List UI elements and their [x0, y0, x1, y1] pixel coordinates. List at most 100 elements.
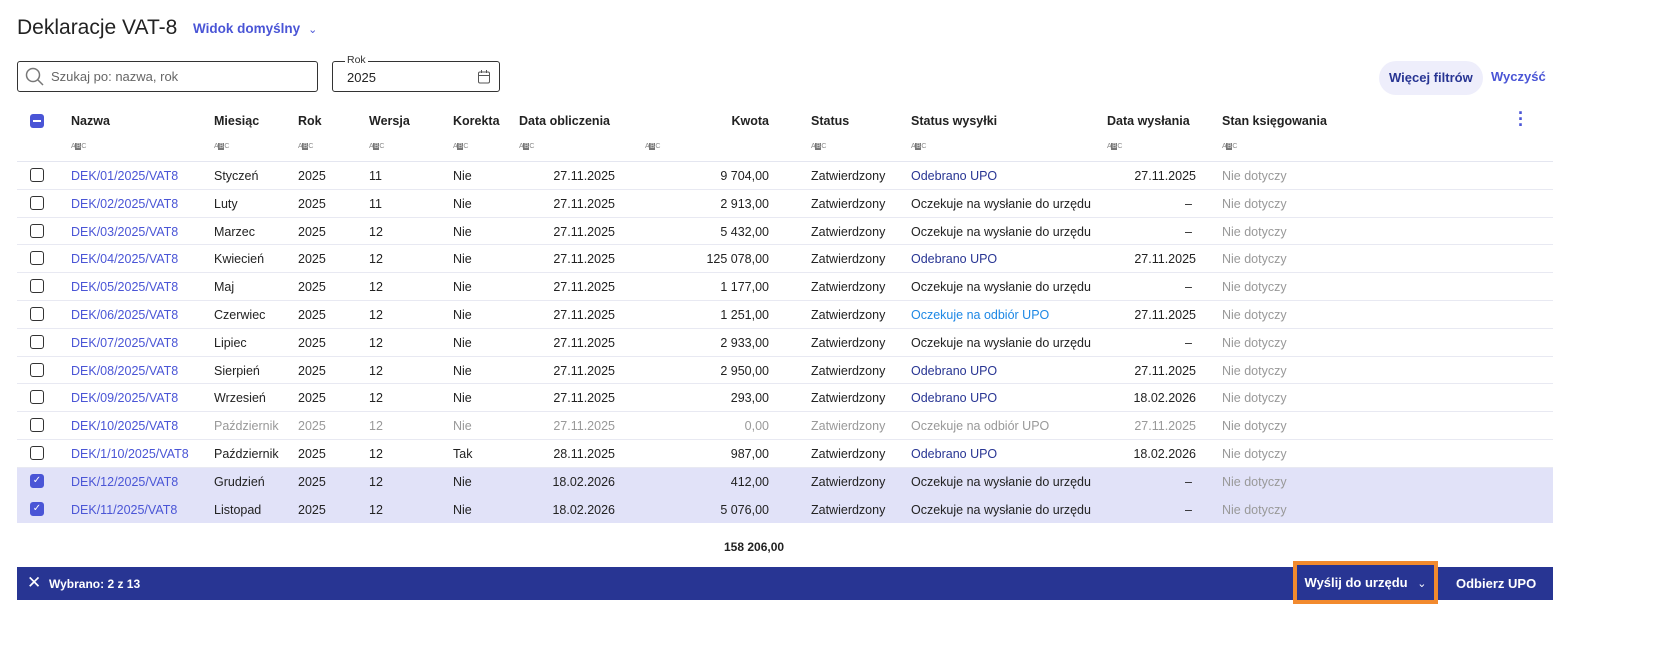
- cell-name[interactable]: DEK/05/2025/VAT8: [71, 280, 179, 295]
- cell-correction: Nie: [453, 391, 472, 406]
- column-filter-icon[interactable]: ABC: [298, 143, 313, 150]
- column-filter-icon[interactable]: ABC: [369, 143, 384, 150]
- column-header[interactable]: Data wysłania: [1107, 114, 1190, 128]
- cell-name[interactable]: DEK/09/2025/VAT8: [71, 391, 179, 406]
- row-checkbox[interactable]: [30, 418, 44, 433]
- year-field[interactable]: Rok 2025: [332, 54, 500, 92]
- table-row[interactable]: DEK/05/2025/VAT8 Maj 2025 12 Nie 27.11.2025 1 …: [17, 273, 1553, 301]
- column-header[interactable]: Wersja: [369, 114, 410, 128]
- year-label: Rok: [345, 54, 368, 66]
- close-icon[interactable]: ✕: [27, 573, 42, 592]
- column-filter-icon[interactable]: ABC: [1222, 143, 1237, 150]
- column-header[interactable]: Status: [811, 114, 850, 128]
- cell-year: 2025: [298, 169, 326, 183]
- cell-send-status: Odebrano UPO: [911, 252, 998, 267]
- column-header[interactable]: Korekta: [453, 114, 500, 128]
- column-filter-icon[interactable]: ABC: [811, 143, 826, 150]
- table-row[interactable]: DEK/07/2025/VAT8 Lipiec 2025 12 Nie 27.11.202…: [17, 329, 1553, 357]
- row-checkbox[interactable]: [30, 334, 44, 349]
- column-filter-icon[interactable]: ABC: [453, 143, 468, 150]
- view-selector[interactable]: Widok domyślny ⌄: [193, 21, 317, 36]
- cell-name[interactable]: DEK/08/2025/VAT8: [71, 363, 179, 378]
- table-row[interactable]: DEK/02/2025/VAT8 Luty 2025 11 Nie 27.11.2025 2…: [17, 190, 1553, 218]
- cell-amount: 412,00: [730, 474, 769, 489]
- cell-posting: Nie dotyczy: [1222, 502, 1287, 517]
- cell-name[interactable]: DEK/03/2025/VAT8: [71, 224, 179, 239]
- column-header[interactable]: Nazwa: [71, 114, 110, 128]
- cell-status: Zatwierdzony: [811, 196, 886, 211]
- column-filter-icon[interactable]: ABC: [1107, 143, 1122, 150]
- row-checkbox[interactable]: [30, 195, 44, 210]
- cell-amount: 2 933,00: [720, 335, 769, 350]
- table-row[interactable]: DEK/03/2025/VAT8 Marzec 2025 12 Nie 27.11.202…: [17, 218, 1553, 246]
- receive-upo-button[interactable]: Odbierz UPO: [1456, 576, 1537, 591]
- cell-name[interactable]: DEK/06/2025/VAT8: [71, 307, 179, 322]
- cell-posting: Nie dotyczy: [1222, 307, 1287, 322]
- cell-month: Czerwiec: [214, 307, 266, 322]
- row-checkbox[interactable]: [30, 168, 44, 182]
- cell-name[interactable]: DEK/11/2025/VAT8: [71, 502, 178, 517]
- table-body: DEK/01/2025/VAT8 Styczeń 2025 11 Nie 27.11.20…: [17, 161, 1553, 524]
- more-filters-button[interactable]: Więcej filtrów: [1379, 61, 1483, 95]
- selection-count: Wybrano: 2 z 13: [49, 577, 141, 591]
- table-row[interactable]: DEK/1/10/2025/VAT8 Październik 2025 12 Tak 28…: [17, 440, 1553, 468]
- column-header[interactable]: Miesiąc: [214, 114, 260, 128]
- column-filter-icon[interactable]: ABC: [71, 143, 86, 150]
- table-row[interactable]: DEK/08/2025/VAT8 Sierpień 2025 12 Nie 27.11.2…: [17, 357, 1553, 385]
- cell-correction: Nie: [453, 502, 472, 517]
- row-checkbox[interactable]: [30, 306, 44, 321]
- cell-name[interactable]: DEK/1/10/2025/VAT8: [71, 446, 189, 461]
- cell-month: Marzec: [214, 224, 255, 239]
- row-checkbox[interactable]: [30, 279, 44, 294]
- cell-sent-date: –: [1185, 280, 1192, 295]
- cell-version: 11: [369, 169, 382, 183]
- cell-name[interactable]: DEK/02/2025/VAT8: [71, 196, 179, 211]
- cell-name[interactable]: DEK/01/2025/VAT8: [71, 169, 179, 183]
- cell-name[interactable]: DEK/12/2025/VAT8: [71, 474, 179, 489]
- column-filter-icon[interactable]: ABC: [519, 143, 534, 150]
- row-checkbox[interactable]: [30, 251, 44, 266]
- search-field[interactable]: [17, 61, 318, 92]
- table-row[interactable]: DEK/10/2025/VAT8 Październik 2025 12 Nie 27.1…: [17, 412, 1553, 440]
- cell-name[interactable]: DEK/07/2025/VAT8: [71, 335, 179, 350]
- table-row[interactable]: ✓ DEK/11/2025/VAT8 Listopad 2025 12 Nie 18.02.…: [17, 495, 1553, 524]
- row-checkbox[interactable]: [30, 445, 44, 460]
- table-row[interactable]: DEK/09/2025/VAT8 Wrzesień 2025 12 Nie 27.11.2…: [17, 384, 1553, 413]
- more-options-icon[interactable]: · · ·: [1518, 103, 1524, 135]
- cell-send-status: Odebrano UPO: [911, 446, 998, 461]
- cell-year: 2025: [298, 446, 326, 461]
- column-header[interactable]: Kwota: [731, 114, 770, 128]
- row-checkbox[interactable]: ✓: [30, 473, 44, 488]
- cell-calc-date: 18.02.2026: [552, 502, 615, 517]
- table-row[interactable]: DEK/04/2025/VAT8 Kwiecień 2025 12 Nie 27.11.2…: [17, 245, 1553, 274]
- cell-calc-date: 27.11.2025: [553, 335, 615, 350]
- search-input[interactable]: [51, 69, 311, 84]
- column-filter-icon[interactable]: ABC: [645, 143, 660, 150]
- send-to-office-button[interactable]: Wyślij do urzędu ⌄: [1293, 561, 1438, 604]
- cell-sent-date: –: [1185, 224, 1192, 239]
- column-header[interactable]: Rok: [298, 114, 322, 128]
- cell-month: Kwiecień: [214, 252, 265, 267]
- column-header[interactable]: Data obliczenia: [519, 114, 610, 128]
- table-row[interactable]: ✓ DEK/12/2025/VAT8 Grudzień 2025 12 Nie 18.02.…: [17, 467, 1553, 496]
- cell-calc-date: 27.11.2025: [553, 280, 615, 295]
- column-filter-icon[interactable]: ABC: [911, 143, 926, 150]
- column-header[interactable]: Status wysyłki: [911, 114, 998, 128]
- calendar-icon[interactable]: [477, 69, 491, 85]
- column-header[interactable]: Stan księgowania: [1222, 114, 1327, 128]
- table-row[interactable]: DEK/01/2025/VAT8 Styczeń 2025 11 Nie 27.11.20…: [17, 162, 1553, 190]
- chevron-down-icon: ⌄: [1417, 578, 1427, 590]
- table-row[interactable]: DEK/06/2025/VAT8 Czerwiec 2025 12 Nie 27.11.2…: [17, 301, 1553, 329]
- row-checkbox[interactable]: [30, 362, 44, 377]
- column-filter-icon[interactable]: ABC: [214, 143, 229, 150]
- cell-send-status: Oczekuje na wysłanie do urzędu: [911, 502, 1091, 517]
- row-checkbox[interactable]: [30, 223, 44, 238]
- cell-name[interactable]: DEK/10/2025/VAT8: [71, 419, 179, 434]
- select-all-checkbox[interactable]: [30, 114, 44, 128]
- cell-send-status: Oczekuje na odbiór UPO: [911, 307, 1050, 322]
- clear-button[interactable]: Wyczyść: [1491, 69, 1546, 84]
- cell-status: Zatwierdzony: [811, 419, 886, 434]
- row-checkbox[interactable]: [30, 390, 44, 405]
- row-checkbox[interactable]: ✓: [30, 501, 44, 516]
- cell-name[interactable]: DEK/04/2025/VAT8: [71, 252, 179, 267]
